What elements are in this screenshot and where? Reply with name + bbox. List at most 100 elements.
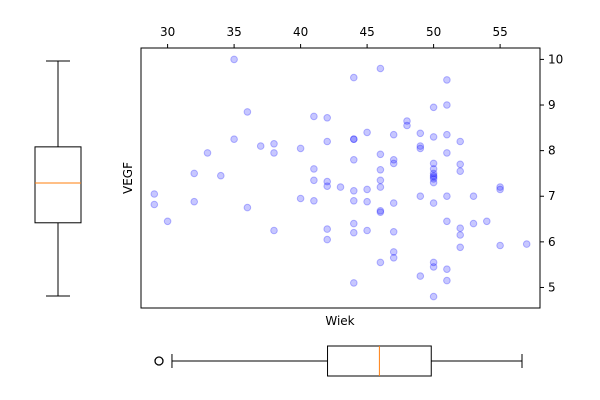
scatter-point (350, 135, 358, 143)
x-tick-label: 45 (359, 25, 374, 39)
scatter-point (389, 156, 398, 164)
scatter-point (350, 73, 358, 82)
scatter-point (296, 194, 305, 203)
scatter-point (256, 142, 265, 150)
scatter-point (243, 108, 252, 116)
scatter-point (310, 176, 318, 185)
scatter-point (150, 200, 159, 209)
scatter-point (429, 169, 438, 178)
scatter-point (350, 187, 358, 195)
scatter-point (190, 169, 198, 178)
scatter-point (243, 203, 252, 212)
scatter-point (296, 144, 305, 153)
scatter-point (310, 165, 318, 173)
scatter-point (363, 226, 371, 235)
scatter-point (389, 159, 398, 168)
scatter-point (443, 101, 451, 109)
y-tick-label: 5 (548, 280, 556, 294)
scatter-point (403, 117, 411, 125)
x-tick-label: 35 (226, 25, 241, 39)
scatter-point (376, 166, 385, 174)
y-tick-label: 6 (548, 235, 556, 249)
scatter-point (203, 149, 212, 157)
scatter-point (376, 183, 385, 191)
scatter-point (270, 140, 278, 148)
scatter-point (230, 135, 238, 143)
scatter-point (376, 207, 385, 215)
scatter-point (456, 243, 465, 252)
scatter-point (443, 192, 451, 200)
scatter-point (496, 183, 504, 191)
scatter-point (429, 263, 438, 271)
scatter-point (496, 241, 504, 250)
scatter-point (270, 149, 278, 157)
scatter-point (323, 137, 332, 146)
scatter-point (310, 197, 318, 205)
y-tick-label: 8 (548, 144, 556, 158)
scatter-point (376, 176, 385, 185)
scatter-point (190, 197, 198, 206)
scatter-point (429, 165, 438, 173)
scatter-point (163, 217, 172, 226)
scatter-point (443, 130, 451, 139)
scatter-point (429, 159, 438, 168)
scatter-point (350, 197, 358, 205)
scatter-point (389, 253, 398, 262)
x-axis-ticks: 30 35 40 45 50 55 (160, 25, 508, 48)
scatter-point (496, 185, 504, 194)
scatter-point (469, 219, 478, 228)
y-axis-ticks: 5 6 7 8 9 10 (540, 52, 563, 294)
scatter-point (416, 144, 425, 153)
scatter-point (429, 258, 438, 267)
scatter-chart: 30 35 40 45 50 55 5 6 7 8 9 10 Wiek VEGF (121, 25, 563, 328)
scatter-point (376, 258, 385, 267)
scatter-point (429, 133, 438, 141)
x-axis-label: Wiek (325, 314, 354, 328)
scatter-point (456, 167, 465, 175)
scatter-point (323, 225, 332, 233)
scatter-point (443, 149, 451, 157)
scatter-point (389, 228, 398, 236)
scatter-point (416, 129, 425, 138)
scatter-point (389, 248, 398, 256)
scatter-point (150, 190, 159, 198)
y-tick-label: 9 (548, 98, 556, 112)
x-tick-label: 55 (492, 25, 507, 39)
scatter-point (456, 231, 465, 239)
scatter-point (456, 160, 465, 169)
scatter-point (522, 240, 531, 248)
scatter-point (323, 114, 332, 122)
scatter-point (363, 185, 371, 194)
scatter-point (416, 142, 425, 150)
scatter-point (389, 199, 398, 207)
scatter-point (443, 276, 451, 285)
scatter-point (429, 103, 438, 112)
scatter-point (350, 135, 358, 143)
scatter-point (363, 197, 371, 206)
scatter-point (323, 182, 332, 190)
scatter-point (429, 292, 438, 301)
scatter-point (350, 228, 358, 237)
scatter-point (443, 217, 451, 226)
scatter-point (350, 219, 358, 228)
vegf-box (34, 146, 82, 224)
scatter-point (429, 171, 438, 180)
y-tick-label: 7 (548, 189, 556, 203)
scatter-point (416, 192, 425, 200)
wiek-box-plot (154, 345, 523, 377)
scatter-point (429, 199, 438, 207)
scatter-point (443, 265, 451, 274)
y-axis-label: VEGF (121, 162, 135, 194)
scatter-point (376, 150, 385, 159)
scatter-point (217, 171, 225, 180)
x-tick-label: 30 (160, 25, 175, 39)
y-tick-label: 10 (548, 52, 563, 66)
x-tick-label: 40 (293, 25, 308, 39)
scatter-point (350, 279, 358, 287)
scatter-point (323, 235, 332, 244)
scatter-point (456, 137, 465, 146)
scatter-point (230, 55, 238, 64)
wiek-outlier-point (154, 356, 164, 366)
scatter-point (376, 64, 385, 73)
